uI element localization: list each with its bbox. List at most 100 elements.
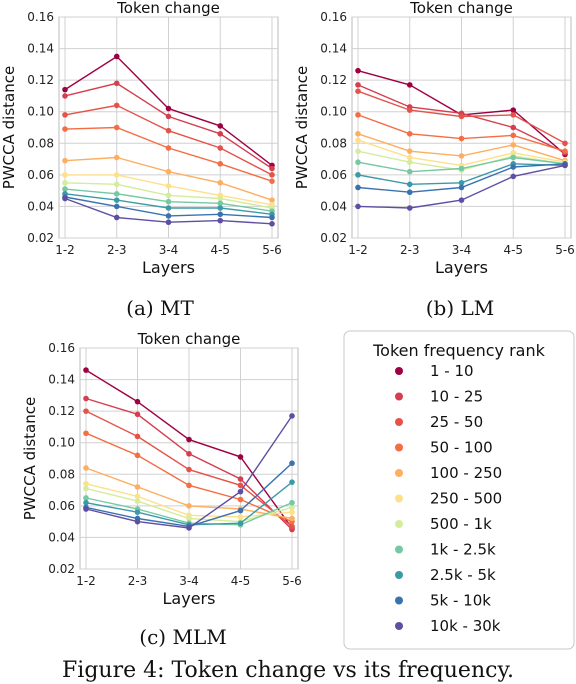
x-tick-label: 5-6 xyxy=(555,243,575,257)
data-point xyxy=(217,195,224,202)
data-point xyxy=(289,499,295,506)
data-point xyxy=(406,159,413,166)
data-point xyxy=(113,154,120,161)
data-point xyxy=(355,82,361,88)
data-point xyxy=(186,515,192,522)
legend-frame xyxy=(343,330,575,650)
data-point xyxy=(134,452,141,459)
y-axis-label: PWCCA distance xyxy=(293,66,311,189)
data-point xyxy=(289,479,295,485)
data-point xyxy=(134,484,141,490)
data-point xyxy=(269,220,275,227)
data-point xyxy=(62,157,68,164)
data-point xyxy=(355,159,361,166)
data-point xyxy=(269,197,275,203)
data-point xyxy=(406,131,413,137)
legend-item: 100 - 250 xyxy=(395,464,502,482)
data-point xyxy=(165,127,172,134)
data-point xyxy=(62,179,68,186)
data-point xyxy=(62,112,68,118)
chart-title: Token change xyxy=(137,330,241,348)
data-point xyxy=(237,454,244,460)
legend-label: 10k - 30k xyxy=(430,617,501,635)
data-point xyxy=(237,482,244,489)
data-point xyxy=(289,460,295,467)
chart-panel-1: 0.02 0.04 0.06 0.08 0.10 0.12 0.14 0.16 1-2 2-3 3-… xyxy=(0,0,282,320)
data-point xyxy=(165,205,172,211)
y-tick-label: 0.10 xyxy=(48,436,75,450)
x-tick-label: 2-3 xyxy=(128,574,148,588)
data-point xyxy=(165,192,172,199)
y-tick-label: 0.14 xyxy=(27,42,54,56)
legend-marker xyxy=(395,367,403,375)
y-tick-label: 0.10 xyxy=(27,105,54,119)
legend-item: 1k - 2.5k xyxy=(395,541,496,559)
y-tick-label: 0.16 xyxy=(27,10,54,24)
data-point xyxy=(113,203,120,210)
data-point xyxy=(113,124,120,131)
data-point xyxy=(113,197,120,203)
x-tick-label: 5-6 xyxy=(282,574,302,588)
y-tick-label: 0.14 xyxy=(48,373,75,387)
data-point xyxy=(269,172,275,178)
data-point xyxy=(113,181,120,188)
y-axis-label: PWCCA distance xyxy=(21,397,39,520)
data-point xyxy=(237,514,244,520)
y-tick-label: 0.06 xyxy=(27,168,54,182)
data-point xyxy=(510,142,517,148)
x-tick-label: 1-2 xyxy=(76,574,96,588)
legend-item: 2.5k - 5k xyxy=(395,566,496,584)
data-point xyxy=(217,205,224,211)
data-point xyxy=(83,367,89,373)
chart-panel-2: 0.02 0.04 0.06 0.08 0.10 0.12 0.14 0.16 1-2 2-3 3-… xyxy=(293,0,575,320)
data-point xyxy=(562,140,568,147)
data-point xyxy=(458,135,465,142)
legend-marker xyxy=(395,571,403,579)
data-point xyxy=(458,184,465,191)
data-point xyxy=(113,53,120,60)
x-axis-label: Layers xyxy=(142,258,195,277)
data-point xyxy=(165,113,172,120)
data-point xyxy=(217,123,224,129)
data-point xyxy=(355,203,361,210)
legend-label: 25 - 50 xyxy=(430,413,483,431)
x-axis-label: Layers xyxy=(435,258,488,277)
data-point xyxy=(165,168,172,175)
data-point xyxy=(355,148,361,154)
y-tick-label: 0.06 xyxy=(48,499,75,513)
data-point xyxy=(186,450,192,457)
data-point xyxy=(62,86,68,93)
y-tick-label: 0.08 xyxy=(320,136,347,150)
data-point xyxy=(83,480,89,487)
legend-item: 250 - 500 xyxy=(395,490,502,508)
data-point xyxy=(355,131,361,137)
data-point xyxy=(406,168,413,175)
data-point xyxy=(83,430,89,437)
data-point xyxy=(62,186,68,192)
data-point xyxy=(562,148,568,154)
data-point xyxy=(510,173,517,180)
data-point xyxy=(113,102,120,109)
data-point xyxy=(83,485,89,492)
data-point xyxy=(83,408,89,414)
data-point xyxy=(217,211,224,218)
legend-label: 1 - 10 xyxy=(430,362,474,380)
data-point xyxy=(406,148,413,154)
data-point xyxy=(186,525,192,531)
data-point xyxy=(186,482,192,489)
data-point xyxy=(134,433,141,440)
x-tick-label: 4-5 xyxy=(231,574,251,588)
data-point xyxy=(458,113,465,120)
y-tick-label: 0.12 xyxy=(27,73,54,87)
data-point xyxy=(237,520,244,527)
data-point xyxy=(165,105,172,112)
panel-label: (c) MLM xyxy=(139,625,226,649)
x-tick-label: 3-4 xyxy=(179,574,199,588)
legend-marker xyxy=(395,469,403,477)
data-point xyxy=(406,181,413,188)
legend-item: 25 - 50 xyxy=(395,413,483,431)
data-point xyxy=(237,488,244,495)
data-point xyxy=(510,107,517,113)
data-point xyxy=(237,507,244,514)
